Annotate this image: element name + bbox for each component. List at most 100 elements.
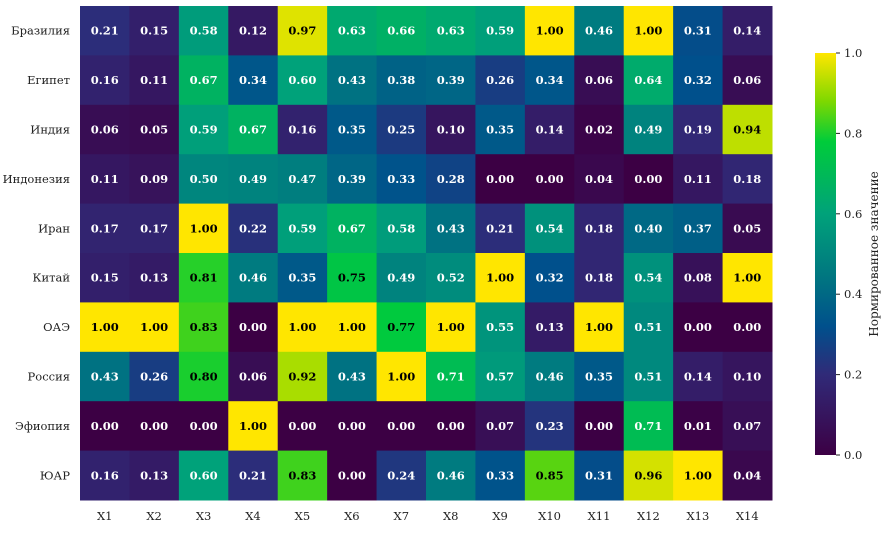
cell-value-label: 0.49 bbox=[239, 172, 267, 186]
cell-value-label: 0.11 bbox=[140, 73, 168, 87]
cell-value-label: 0.09 bbox=[140, 172, 168, 186]
colorbar bbox=[815, 53, 836, 455]
heatmap-cell bbox=[673, 351, 724, 402]
heatmap-cell bbox=[524, 302, 575, 353]
cell-value-label: 1.00 bbox=[288, 320, 316, 334]
cell-value-label: 0.23 bbox=[536, 419, 564, 433]
heatmap-cell bbox=[524, 450, 575, 501]
heatmap-cell bbox=[376, 203, 427, 254]
heatmap-cell bbox=[327, 6, 378, 56]
column-label: X13 bbox=[686, 509, 709, 523]
heatmap-cell bbox=[376, 253, 427, 303]
heatmap-cell bbox=[277, 450, 328, 501]
cell-value-label: 1.00 bbox=[585, 320, 613, 334]
heatmap-cell bbox=[129, 450, 180, 501]
heatmap-cell bbox=[722, 203, 773, 254]
cell-value-label: 0.38 bbox=[387, 73, 415, 87]
cell-value-label: 0.15 bbox=[140, 24, 168, 38]
cell-value-label: 0.96 bbox=[634, 468, 662, 482]
heatmap-cell bbox=[722, 104, 773, 155]
heatmap-cell bbox=[80, 351, 130, 402]
cell-value-label: 0.16 bbox=[91, 73, 119, 87]
cell-value-label: 0.06 bbox=[585, 73, 613, 87]
heatmap-cell bbox=[574, 154, 625, 205]
colorbar-tick-label: 0.0 bbox=[844, 448, 862, 462]
cell-value-label: 0.75 bbox=[338, 271, 366, 285]
cell-value-label: 0.67 bbox=[190, 73, 218, 87]
cell-value-label: 0.43 bbox=[338, 73, 366, 87]
cell-value-label: 0.13 bbox=[536, 320, 564, 334]
heatmap-cell bbox=[475, 203, 526, 254]
heatmap-cell bbox=[673, 203, 724, 254]
cell-value-label: 0.71 bbox=[634, 419, 662, 433]
row-label: Китай bbox=[33, 271, 71, 285]
cell-value-label: 0.01 bbox=[684, 419, 712, 433]
heatmap-cell bbox=[524, 154, 575, 205]
heatmap-cell bbox=[376, 55, 427, 106]
cell-value-label: 0.10 bbox=[437, 123, 465, 137]
cell-value-label: 0.00 bbox=[733, 320, 761, 334]
heatmap-cell bbox=[475, 351, 526, 402]
heatmap-cell bbox=[327, 203, 378, 254]
heatmap-cell bbox=[376, 104, 427, 155]
heatmap-cell bbox=[722, 351, 773, 402]
colorbar-tick-label: 1.0 bbox=[844, 46, 862, 60]
heatmap-cell bbox=[80, 55, 130, 106]
heatmap-cell bbox=[524, 203, 575, 254]
cell-value-label: 0.58 bbox=[190, 24, 218, 38]
heatmap-cell bbox=[327, 55, 378, 106]
heatmap-cell bbox=[426, 203, 476, 254]
cell-value-label: 0.67 bbox=[338, 221, 366, 235]
cell-value-label: 0.00 bbox=[486, 172, 514, 186]
cell-value-label: 0.35 bbox=[486, 123, 514, 137]
cell-value-label: 0.25 bbox=[387, 123, 415, 137]
cell-value-label: 0.00 bbox=[91, 419, 119, 433]
heatmap-cell bbox=[129, 6, 180, 56]
heatmap-cell bbox=[475, 104, 526, 155]
cell-value-label: 0.11 bbox=[91, 172, 119, 186]
column-label: X12 bbox=[637, 509, 660, 523]
heatmap-cell bbox=[178, 401, 229, 452]
cell-value-label: 0.92 bbox=[288, 370, 316, 384]
heatmap-cell bbox=[178, 154, 229, 205]
heatmap-cell bbox=[178, 104, 229, 155]
cell-value-label: 0.28 bbox=[437, 172, 465, 186]
row-label: ОАЭ bbox=[43, 320, 70, 334]
cell-value-label: 0.34 bbox=[239, 73, 267, 87]
cell-value-label: 0.63 bbox=[437, 24, 465, 38]
heatmap-cell bbox=[426, 55, 476, 106]
heatmap-cell bbox=[129, 203, 180, 254]
cell-value-label: 0.85 bbox=[536, 468, 564, 482]
cell-value-label: 0.43 bbox=[338, 370, 366, 384]
row-label: Индия bbox=[30, 123, 70, 137]
heatmap-cell bbox=[80, 203, 130, 254]
heatmap-cell bbox=[673, 6, 724, 56]
heatmap-cell bbox=[673, 55, 724, 106]
heatmap-cell bbox=[327, 104, 378, 155]
heatmap-cell bbox=[80, 154, 130, 205]
cell-value-label: 0.39 bbox=[338, 172, 366, 186]
cell-value-label: 0.10 bbox=[733, 370, 761, 384]
cell-value-label: 0.00 bbox=[190, 419, 218, 433]
heatmap-cell bbox=[129, 104, 180, 155]
heatmap-cell bbox=[426, 253, 476, 303]
cell-value-label: 0.77 bbox=[387, 320, 415, 334]
cell-value-label: 0.22 bbox=[239, 221, 267, 235]
cell-value-label: 0.46 bbox=[536, 370, 564, 384]
colorbar-tick-label: 0.4 bbox=[844, 287, 862, 301]
heatmap-cell bbox=[475, 302, 526, 353]
heatmap-cell bbox=[524, 253, 575, 303]
heatmap-cell bbox=[623, 253, 674, 303]
cell-value-label: 0.07 bbox=[733, 419, 761, 433]
cell-value-label: 0.67 bbox=[239, 123, 267, 137]
cell-value-label: 0.59 bbox=[288, 221, 316, 235]
cell-value-label: 0.94 bbox=[733, 123, 761, 137]
cell-value-label: 0.31 bbox=[684, 24, 712, 38]
heatmap-cell bbox=[80, 253, 130, 303]
heatmap-cell bbox=[426, 154, 476, 205]
cell-value-label: 0.14 bbox=[733, 24, 761, 38]
cell-value-label: 0.37 bbox=[684, 221, 712, 235]
heatmap-cell bbox=[277, 104, 328, 155]
cell-value-label: 0.52 bbox=[437, 271, 465, 285]
